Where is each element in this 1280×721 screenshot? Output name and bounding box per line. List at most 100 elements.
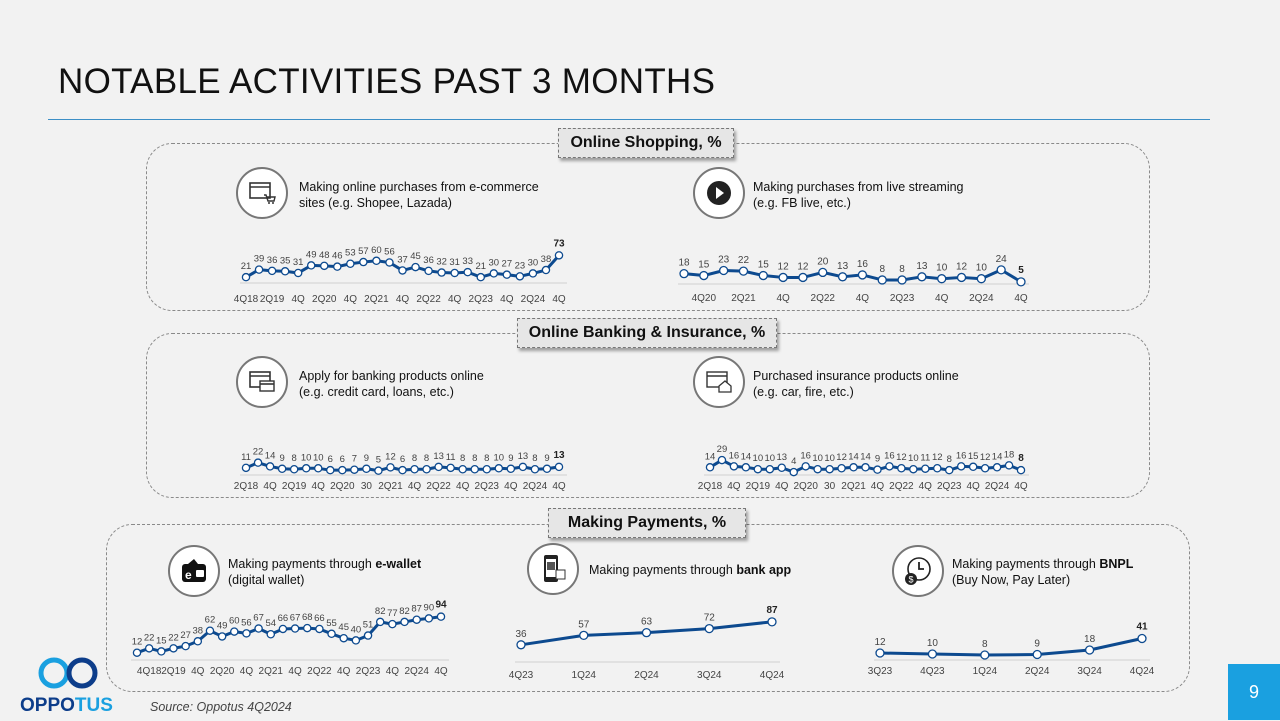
x-tick-label: 4Q [966, 481, 980, 492]
x-tick-label: 4Q [263, 481, 277, 492]
section-title-online-shopping: Online Shopping, % [558, 128, 734, 158]
data-label: 16 [729, 450, 740, 461]
data-label: 45 [410, 251, 421, 262]
x-tick-label: 2Q18 [698, 481, 723, 492]
x-tick-label: 4Q [312, 481, 326, 492]
title-divider [48, 119, 1210, 120]
data-point [528, 269, 538, 278]
x-tick-label: 4Q18 [137, 666, 162, 677]
data-label: 8 [424, 453, 429, 464]
data-label: 12 [778, 261, 790, 272]
desc-line: Making online purchases from e-commerce [299, 180, 539, 194]
page-title: NOTABLE ACTIVITIES PAST 3 MONTHS [58, 62, 716, 101]
oppotus-logo: OPPOTUS [18, 656, 128, 716]
data-label: 8 [484, 453, 489, 464]
data-label: 14 [848, 451, 859, 462]
data-point [738, 266, 749, 276]
data-point [327, 629, 336, 639]
data-point [542, 464, 552, 474]
x-tick-label: 2Q23 [469, 294, 494, 305]
x-tick-label: 2Q18 [234, 481, 259, 492]
x-tick-label: 4Q [291, 294, 305, 305]
data-label: 12 [797, 261, 809, 272]
x-tick-label: 2Q24 [985, 481, 1010, 492]
data-label: 6 [340, 454, 345, 465]
desc-text: Making payments through [228, 557, 376, 571]
data-label: 21 [241, 261, 252, 272]
data-label: 10 [765, 453, 776, 464]
data-point [193, 637, 203, 646]
data-label: 16 [857, 259, 869, 270]
data-label: 18 [678, 258, 690, 269]
x-tick-label: 4Q [434, 666, 448, 677]
data-label: 13 [837, 261, 849, 272]
data-label: 12 [932, 452, 943, 463]
data-point [463, 267, 472, 277]
data-label: 60 [229, 616, 240, 627]
x-tick-label: 3Q24 [697, 670, 722, 681]
data-point [718, 265, 729, 276]
data-point [857, 270, 868, 280]
x-tick-label: 2Q21 [259, 666, 284, 677]
data-point [434, 462, 443, 472]
item-desc-insurance: Purchased insurance products online (e.g.… [753, 368, 959, 400]
data-label: 13 [433, 451, 444, 462]
data-label: 13 [553, 450, 565, 461]
data-point [398, 465, 407, 475]
data-label: 8 [412, 453, 417, 464]
data-point [992, 463, 1002, 472]
data-label: 63 [641, 617, 653, 628]
x-tick-label: 4Q [776, 293, 790, 304]
data-label: 57 [578, 619, 590, 630]
data-label: 11 [241, 452, 251, 463]
x-tick-label: 4Q [500, 294, 514, 305]
x-tick-label: 2Q20 [330, 481, 355, 492]
data-point [515, 272, 525, 281]
data-point [422, 464, 431, 474]
data-point [302, 623, 312, 633]
desc-line: Apply for banking products online [299, 369, 484, 383]
data-label: 12 [896, 452, 907, 463]
data-point [518, 462, 528, 472]
data-point [921, 464, 930, 473]
data-point [313, 464, 323, 473]
data-point [412, 615, 421, 624]
data-point [506, 464, 516, 474]
desc-text: Making payments through [952, 557, 1100, 571]
x-tick-label: 4Q [856, 293, 870, 304]
data-label: 10 [301, 452, 312, 463]
desc-text: Making payments through [589, 563, 737, 577]
data-label: 18 [1084, 634, 1096, 645]
x-tick-label: 4Q23 [920, 666, 945, 677]
series-line [683, 268, 1022, 284]
data-label: 37 [397, 254, 408, 265]
x-tick-label: 2Q24 [523, 481, 548, 492]
desc-line: Making purchases from live streaming [753, 180, 964, 194]
data-label: 38 [541, 254, 552, 265]
data-point [241, 272, 251, 282]
x-tick-label: 2Q20 [793, 481, 818, 492]
x-tick-label: 4Q [240, 666, 254, 677]
data-label: 60 [371, 245, 382, 256]
svg-text:OPPOTUS: OPPOTUS [20, 695, 113, 716]
data-point [704, 623, 714, 634]
data-label: 6 [400, 454, 405, 465]
data-point [968, 462, 978, 472]
data-label: 9 [1034, 639, 1040, 650]
desc-line: (digital wallet) [228, 573, 305, 587]
data-point [266, 629, 276, 639]
data-label: 5 [1018, 265, 1024, 276]
data-point [502, 270, 512, 279]
data-point [541, 265, 551, 275]
data-label: 67 [253, 613, 264, 624]
x-tick-label: 2Q23 [475, 481, 500, 492]
data-point [277, 464, 287, 474]
data-label: 12 [836, 452, 847, 463]
data-label: 41 [1136, 622, 1148, 633]
data-point [476, 272, 485, 282]
data-label: 46 [332, 251, 343, 262]
data-point [705, 463, 715, 472]
